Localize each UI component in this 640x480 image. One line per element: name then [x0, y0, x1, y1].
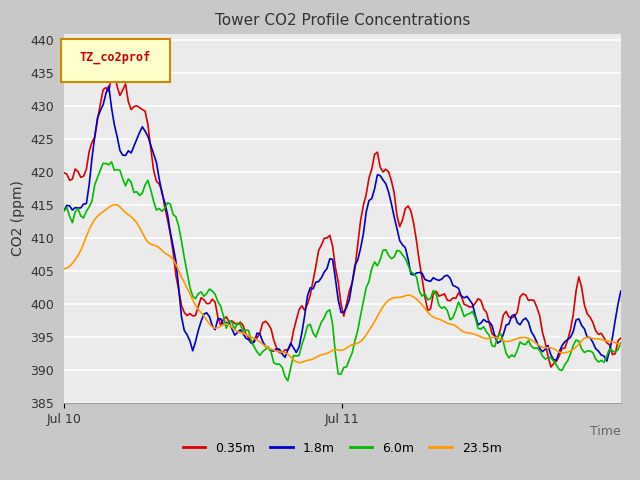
23.5m — [93, 213, 101, 219]
Line: 6.0m: 6.0m — [64, 162, 621, 381]
Title: Tower CO2 Profile Concentrations: Tower CO2 Profile Concentrations — [214, 13, 470, 28]
1.8m — [617, 288, 625, 294]
6.0m — [617, 340, 625, 346]
1.8m — [83, 201, 90, 206]
6.0m — [166, 201, 174, 207]
0.35m — [166, 231, 174, 237]
23.5m — [60, 266, 68, 272]
0.35m — [617, 335, 625, 341]
1.8m — [60, 207, 68, 213]
1.8m — [166, 229, 174, 235]
23.5m — [575, 341, 582, 347]
1.8m — [592, 346, 600, 351]
0.35m — [60, 170, 68, 176]
0.35m — [211, 299, 219, 305]
Line: 1.8m: 1.8m — [64, 86, 621, 361]
Line: 23.5m: 23.5m — [64, 204, 621, 363]
6.0m — [93, 174, 101, 180]
Line: 0.35m: 0.35m — [64, 73, 621, 367]
6.0m — [60, 208, 68, 214]
23.5m — [295, 360, 303, 366]
1.8m — [603, 358, 611, 364]
23.5m — [211, 325, 219, 331]
6.0m — [284, 378, 292, 384]
Text: TZ_co2prof: TZ_co2prof — [79, 51, 151, 64]
23.5m — [111, 202, 118, 207]
0.35m — [547, 364, 555, 370]
0.35m — [93, 117, 101, 122]
1.8m — [93, 115, 101, 120]
0.35m — [111, 71, 118, 76]
0.35m — [595, 332, 602, 337]
23.5m — [595, 336, 602, 342]
0.35m — [83, 167, 90, 172]
1.8m — [211, 327, 219, 333]
23.5m — [83, 234, 90, 240]
6.0m — [108, 159, 115, 165]
23.5m — [166, 253, 174, 259]
FancyBboxPatch shape — [61, 39, 170, 82]
6.0m — [83, 208, 90, 214]
Text: Time: Time — [590, 425, 621, 438]
23.5m — [617, 342, 625, 348]
6.0m — [211, 291, 219, 297]
0.35m — [575, 274, 582, 280]
1.8m — [105, 83, 113, 89]
6.0m — [595, 359, 602, 365]
Y-axis label: CO2 (ppm): CO2 (ppm) — [11, 180, 25, 256]
1.8m — [572, 317, 580, 323]
6.0m — [575, 338, 582, 344]
Legend: 0.35m, 1.8m, 6.0m, 23.5m: 0.35m, 1.8m, 6.0m, 23.5m — [178, 437, 507, 460]
